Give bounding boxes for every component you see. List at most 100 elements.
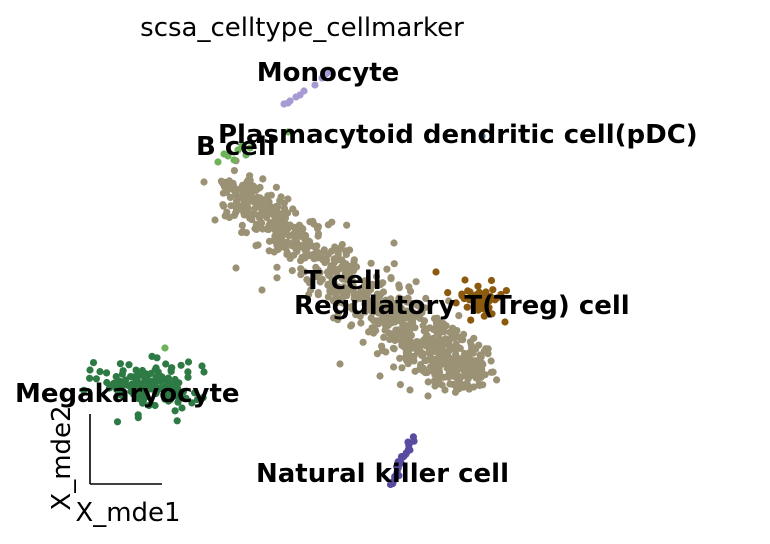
- point-t-cell-197: [265, 223, 273, 231]
- point-t-cell-881: [463, 364, 471, 372]
- point-megakaryocyte-56: [116, 360, 124, 368]
- point-t-cell-580: [369, 316, 378, 325]
- point-t-cell-740: [402, 344, 410, 352]
- y-axis-label: X_mde2: [47, 405, 77, 510]
- point-t-cell-876: [479, 381, 487, 389]
- point-megakaryocyte-143: [164, 397, 173, 405]
- point-megakaryocyte-31: [177, 361, 185, 369]
- point-t-cell-855: [411, 342, 419, 350]
- point-treg-48: [466, 288, 474, 296]
- point-t-cell-400: [357, 319, 365, 327]
- point-treg-17: [502, 287, 510, 295]
- point-treg-41: [491, 296, 499, 304]
- point-t-cell-285: [290, 223, 298, 231]
- point-t-cell-165: [273, 202, 281, 210]
- point-megakaryocyte-148: [168, 391, 176, 399]
- cluster-label-megakaryocyte: Megakaryocyte: [15, 379, 240, 409]
- point-t-cell-453: [326, 287, 334, 295]
- point-treg-45: [432, 268, 440, 276]
- point-t-cell-742: [437, 343, 445, 352]
- point-t-cell-889: [487, 357, 495, 365]
- point-t-cell-868: [465, 385, 473, 393]
- point-t-cell-113: [251, 205, 259, 213]
- point-t-cell-704: [456, 344, 464, 352]
- point-t-cell-890: [200, 178, 208, 186]
- point-megakaryocyte-114: [128, 380, 136, 388]
- scatter-points: [80, 68, 510, 489]
- point-b-cell-6: [284, 128, 292, 136]
- point-t-cell-78: [220, 202, 228, 210]
- point-t-cell-87: [232, 197, 241, 205]
- point-t-cell-231: [313, 242, 321, 250]
- point-t-cell-871: [456, 374, 464, 382]
- point-t-cell-216: [259, 225, 267, 233]
- point-t-cell-882: [461, 354, 469, 362]
- point-t-cell-867: [450, 358, 458, 366]
- point-t-cell-843: [442, 335, 450, 343]
- point-megakaryocyte-146: [143, 374, 151, 382]
- point-t-cell-766: [410, 357, 418, 365]
- point-megakaryocyte-145: [163, 384, 171, 392]
- point-t-cell-461: [353, 292, 361, 300]
- point-t-cell-452: [324, 280, 332, 288]
- point-t-cell-170: [254, 211, 262, 219]
- point-t-cell-757: [420, 336, 428, 344]
- point-t-cell-697: [430, 315, 439, 323]
- point-t-cell-107: [264, 192, 272, 200]
- point-megakaryocyte-99: [199, 394, 207, 402]
- cluster-label-treg: Regulatory T(Treg) cell: [294, 291, 630, 321]
- point-megakaryocyte-118: [161, 376, 170, 384]
- point-t-cell-208: [264, 206, 272, 214]
- point-treg-35: [487, 276, 496, 285]
- cluster-label-monocyte: Monocyte: [257, 58, 400, 88]
- point-t-cell-893: [258, 286, 266, 294]
- point-t-cell-437: [343, 288, 351, 296]
- point-t-cell-778: [448, 332, 456, 341]
- point-t-cell-474: [368, 280, 376, 288]
- point-megakaryocyte-0: [145, 401, 153, 410]
- point-b-cell-8: [246, 144, 254, 152]
- point-t-cell-468: [344, 272, 352, 280]
- point-t-cell-158: [283, 248, 291, 257]
- point-monocyte-9: [284, 99, 292, 107]
- point-t-cell-318: [322, 257, 330, 265]
- point-t-cell-768: [396, 381, 404, 389]
- point-megakaryocyte-80: [191, 389, 199, 397]
- point-t-cell-447: [330, 314, 338, 322]
- point-t-cell-464: [387, 275, 395, 283]
- point-t-cell-68: [272, 183, 280, 191]
- point-t-cell-527: [395, 284, 403, 292]
- point-t-cell-555: [392, 300, 400, 308]
- point-t-cell-398: [339, 275, 347, 283]
- point-megakaryocyte-84: [193, 396, 201, 404]
- point-t-cell-444: [338, 263, 346, 271]
- point-treg-44: [480, 312, 488, 320]
- point-t-cell-622: [365, 328, 373, 336]
- point-t-cell-849: [489, 368, 497, 376]
- point-megakaryocyte-86: [103, 378, 111, 387]
- point-megakaryocyte-136: [108, 381, 117, 389]
- point-t-cell-146: [280, 199, 288, 207]
- point-treg-40: [478, 293, 486, 301]
- point-t-cell-892: [232, 264, 240, 272]
- x-axis-label: X_mde1: [75, 498, 180, 528]
- point-t-cell-861: [439, 320, 447, 328]
- point-t-cell-428: [313, 273, 321, 281]
- point-t-cell-308: [302, 231, 310, 240]
- point-megakaryocyte-111: [154, 368, 162, 376]
- point-megakaryocyte-2: [188, 399, 196, 407]
- point-t-cell-626: [370, 324, 378, 332]
- point-t-cell-22: [227, 202, 235, 210]
- point-t-cell-374: [359, 338, 367, 346]
- point-t-cell-240: [350, 256, 358, 264]
- point-t-cell-451: [340, 283, 348, 291]
- point-t-cell-309: [296, 230, 304, 238]
- point-t-cell-313: [329, 263, 337, 271]
- point-b-cell-5: [230, 156, 238, 164]
- point-t-cell-306: [292, 236, 300, 244]
- point-megakaryocyte-140: [151, 401, 159, 410]
- point-treg-13: [474, 282, 482, 290]
- point-t-cell-172: [286, 254, 294, 262]
- point-t-cell-322: [320, 246, 328, 254]
- point-treg-33: [485, 304, 493, 312]
